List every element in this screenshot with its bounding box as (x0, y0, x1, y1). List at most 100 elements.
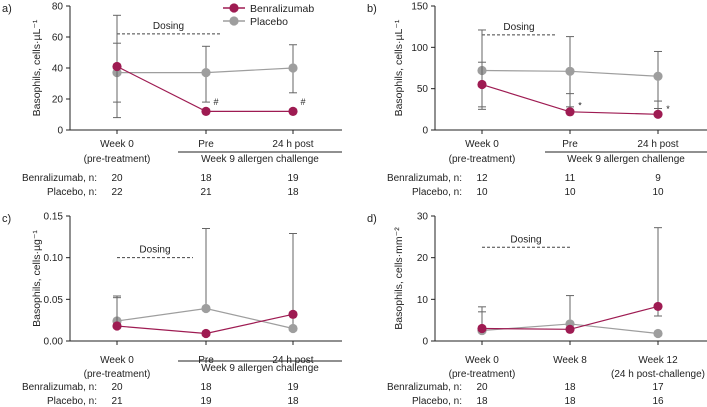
y-tick-label: 0.05 (44, 295, 64, 306)
group-label: Week 9 allergen challenge (567, 154, 685, 165)
n-table-value: 9 (655, 173, 661, 184)
data-point (565, 324, 575, 334)
y-tick-label: 0.00 (44, 337, 64, 348)
y-tick-label: 0 (422, 337, 428, 348)
n-table-row-label: Placebo, n: (47, 187, 97, 198)
n-table-value: 19 (287, 173, 299, 184)
n-table-row-label: Benralizumab, n: (387, 173, 462, 184)
n-table-value: 18 (476, 396, 488, 407)
legend-label: Benralizumab (250, 3, 314, 15)
series-placebo (112, 42, 298, 119)
x-tick-label: Pre (198, 139, 214, 150)
x-tick-sublabel: (24 h post-challenge) (611, 369, 705, 380)
n-table-value: 12 (476, 173, 488, 184)
n-table-value: 17 (652, 382, 664, 393)
data-point (288, 323, 298, 334)
y-tick-label: 80 (52, 2, 64, 13)
data-point (653, 71, 663, 81)
x-tick-sublabel: (pre-treatment) (449, 369, 516, 380)
n-table-value: 10 (652, 187, 664, 198)
n-table-value: 11 (565, 173, 576, 184)
n-table-value: 20 (111, 173, 123, 184)
legend-marker (229, 16, 239, 26)
dosing-label: Dosing (153, 21, 184, 32)
n-table-value: 21 (200, 187, 212, 198)
y-tick-label: 20 (417, 253, 429, 264)
data-point (477, 323, 487, 334)
data-point (565, 66, 575, 76)
y-tick-label: 10 (417, 295, 429, 306)
n-table-row-label: Benralizumab, n: (22, 382, 97, 393)
panel-label: a) (2, 3, 12, 15)
y-tick-label: 20 (52, 95, 64, 106)
n-table-value: 19 (287, 382, 299, 393)
dosing-label: Dosing (139, 245, 170, 256)
n-table-row-label: Benralizumab, n: (387, 382, 462, 393)
legend-marker (229, 3, 239, 13)
data-point (653, 328, 663, 339)
x-tick-sublabel: (pre-treatment) (84, 154, 151, 165)
n-table-value: 19 (200, 396, 212, 407)
significance-marker: # (213, 97, 218, 107)
n-table-row-label: Benralizumab, n: (22, 173, 97, 184)
n-table-value: 10 (476, 187, 488, 198)
panel-label: b) (367, 3, 377, 15)
y-tick-label: 30 (417, 212, 429, 223)
x-tick-sublabel: (pre-treatment) (449, 154, 516, 165)
y-tick-label: 0 (57, 126, 63, 137)
y-tick-label: 60 (52, 33, 64, 44)
group-label: Week 9 allergen challenge (201, 363, 319, 374)
data-point (112, 321, 122, 331)
y-tick-label: 40 (52, 64, 64, 75)
n-table-value: 22 (111, 187, 123, 198)
y-tick-label: 50 (417, 84, 429, 95)
n-table-value: 18 (564, 382, 576, 393)
n-table-value: 18 (287, 187, 299, 198)
x-tick-sublabel: (pre-treatment) (84, 369, 151, 380)
n-table-value: 18 (287, 396, 299, 407)
data-point (565, 107, 575, 117)
chart-panel-4: d) Basophils, cells·mm⁻² 0 10 20 30 Week 0 (pre… (367, 212, 707, 407)
significance-marker: * (666, 104, 670, 114)
x-tick-label: Week 12 (638, 355, 678, 366)
chart-panel-1: a) Basophils, cells·µL⁻¹ 0 20 40 60 80 Week 0 (p… (2, 2, 342, 198)
chart-panel-2: b) Basophils, cells·µL⁻¹ 0 50 100 150 Week 0 (p… (367, 2, 707, 198)
legend-label: Placebo (250, 16, 288, 28)
dosing-label: Dosing (510, 234, 541, 245)
n-table-value: 18 (200, 382, 212, 393)
data-point (288, 106, 298, 116)
n-table-row-label: Placebo, n: (412, 187, 462, 198)
x-tick-label: 24 h post (272, 139, 313, 150)
n-table-value: 20 (476, 382, 488, 393)
series-benralizumab (112, 14, 298, 116)
y-tick-label: 150 (411, 2, 428, 13)
n-table-value: 10 (564, 187, 576, 198)
y-tick-label: 0 (422, 126, 428, 137)
chart-panel-3: c) Basophils, cells·µg⁻¹0.00 0.05 0.10 0.15 W… (2, 212, 342, 407)
y-axis-label: Basophils, cells·µL⁻¹ (393, 19, 405, 116)
significance-marker: # (300, 97, 305, 107)
n-table-value: 18 (200, 173, 212, 184)
series-benralizumab (477, 227, 663, 334)
n-table-value: 16 (652, 396, 664, 407)
data-point (653, 109, 663, 119)
n-table-value: 20 (111, 382, 123, 393)
data-point (201, 68, 211, 78)
data-point (201, 106, 211, 116)
data-point (288, 63, 298, 73)
n-table-row-label: Placebo, n: (412, 396, 462, 407)
x-tick-label: 24 h post (637, 139, 678, 150)
y-tick-label: 0.15 (44, 212, 64, 223)
y-axis-label: Basophils, cells·µL⁻¹ (31, 19, 43, 116)
x-tick-label: Pre (562, 139, 578, 150)
y-axis-label: Basophils, cells·µg⁻¹ (31, 230, 43, 327)
data-point (201, 303, 211, 314)
x-tick-label: Week 8 (553, 355, 587, 366)
dosing-label: Dosing (503, 22, 534, 33)
panel-label: d) (367, 213, 377, 225)
y-axis-label: Basophils, cells·mm⁻² (393, 227, 405, 330)
series-benralizumab (477, 61, 663, 119)
n-table-value: 18 (564, 396, 576, 407)
